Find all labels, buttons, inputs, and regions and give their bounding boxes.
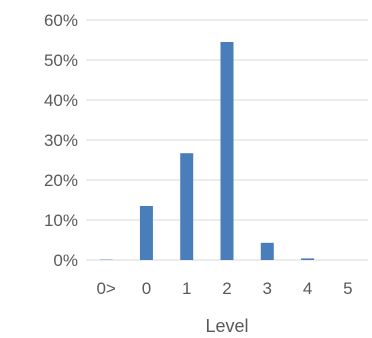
bars: [99, 42, 315, 260]
bar-1: [180, 153, 194, 260]
x-axis-title: Level: [205, 316, 248, 336]
x-tick-label: 3: [263, 279, 272, 298]
y-axis-ticks: 0% 10% 20% 30% 40% 50% 60%: [44, 11, 78, 270]
y-tick-label: 60%: [44, 11, 78, 30]
x-tick-label: 1: [182, 279, 191, 298]
y-tick-label: 40%: [44, 91, 78, 110]
y-tick-label: 20%: [44, 171, 78, 190]
x-tick-label: 4: [303, 279, 312, 298]
y-tick-label: 50%: [44, 51, 78, 70]
x-tick-label: 0>: [96, 279, 115, 298]
bar-3: [260, 242, 274, 260]
y-tick-label: 30%: [44, 131, 78, 150]
x-tick-label: 0: [142, 279, 151, 298]
x-axis-ticks: 0> 0 1 2 3 4 5: [96, 279, 352, 298]
bar-0: [139, 206, 153, 260]
bar-4: [301, 258, 315, 260]
x-tick-label: 5: [343, 279, 352, 298]
y-tick-label: 10%: [44, 211, 78, 230]
y-tick-label: 0%: [53, 251, 78, 270]
bar-2: [220, 42, 234, 260]
x-tick-label: 2: [222, 279, 231, 298]
